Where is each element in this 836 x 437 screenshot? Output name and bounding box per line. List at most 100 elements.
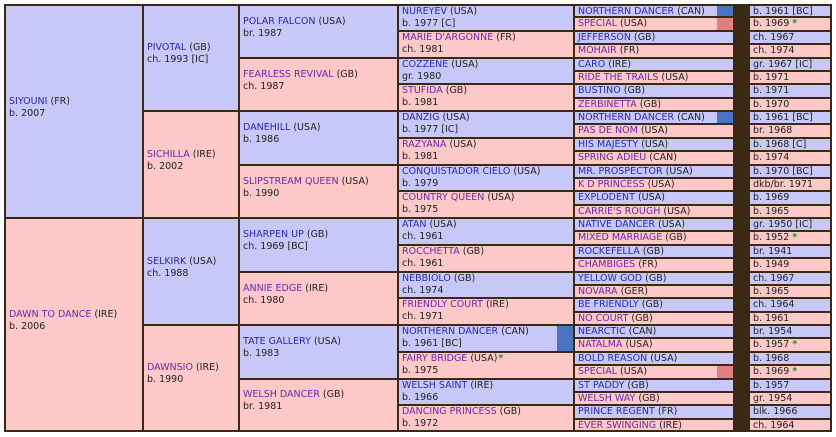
- horse-name-link[interactable]: ROCKEFELLA: [578, 246, 640, 257]
- horse-name-link[interactable]: NEARCTIC: [578, 326, 626, 337]
- horse-name-link[interactable]: TATE GALLERY: [243, 336, 311, 347]
- horse-country: (USA): [429, 219, 457, 230]
- horse-name-link[interactable]: WELSH SAINT: [402, 380, 468, 391]
- horse-name-link[interactable]: CHAMBIGES: [578, 259, 636, 270]
- pedigree-cell-gen3: POLAR FALCON (USA) br. 1987: [240, 6, 397, 57]
- pedigree-table: SIYOUNI (FR) b. 2007 DAWN TO DANCE (IRE) b.…: [4, 4, 832, 432]
- star-icon: *: [792, 339, 798, 350]
- horse-name-link[interactable]: SLIPSTREAM QUEEN: [243, 175, 339, 187]
- horse-name-link[interactable]: DAWN TO DANCE: [9, 308, 92, 320]
- pedigree-cell-gen5-info: b. 1957: [750, 380, 830, 391]
- horse-name-link[interactable]: WELSH DANCER: [243, 389, 320, 400]
- horse-name-link[interactable]: DANEHILL: [243, 122, 291, 133]
- horse-name-link[interactable]: ROCCHETTA: [402, 246, 460, 257]
- pedigree-cell-gen5: SPECIAL (USA): [575, 366, 733, 378]
- pedigree-cell-gen5-info: ch. 1974: [750, 45, 830, 57]
- horse-name-link[interactable]: CARRIE'S ROUGH: [578, 206, 661, 217]
- pedigree-cell-gen5-info: gr. 1954: [750, 393, 830, 404]
- horse-name-link[interactable]: NATALMA: [578, 339, 623, 350]
- horse-name-link[interactable]: BE FRIENDLY: [578, 299, 639, 310]
- horse-info: b. 1969: [753, 366, 790, 377]
- pedigree-cell-gen5: ST PADDY (GB): [575, 380, 733, 391]
- horse-name-link[interactable]: PAS DE NOM: [578, 125, 638, 136]
- horse-name-link[interactable]: NUREYEV: [402, 6, 447, 17]
- horse-name-link[interactable]: YELLOW GOD: [578, 273, 643, 284]
- horse-name-link[interactable]: K D PRINCESS: [578, 179, 645, 190]
- horse-name-link[interactable]: ZERBINETTA: [578, 99, 637, 110]
- horse-name-link[interactable]: MOHAIR: [578, 45, 617, 56]
- horse-name-link[interactable]: FAIRY BRIDGE: [402, 353, 468, 364]
- pedigree-cell-gen5-info: dkb/br. 1971: [750, 179, 830, 190]
- horse-name-link[interactable]: MIXED MARRIAGE: [578, 232, 663, 243]
- horse-name-link[interactable]: HIS MAJESTY: [578, 139, 639, 150]
- horse-name-link[interactable]: COUNTRY QUEEN: [402, 192, 485, 203]
- horse-country: (USA): [661, 72, 689, 83]
- horse-name-link[interactable]: NOVARA: [578, 286, 618, 297]
- horse-name-link[interactable]: SPRING ADIEU: [578, 152, 647, 163]
- horse-name-link[interactable]: CONQUISTADOR CIELO: [402, 166, 511, 177]
- horse-name-link[interactable]: PRINCE REGENT: [578, 406, 655, 417]
- horse-name-link[interactable]: BOLD REASON: [578, 353, 648, 364]
- pedigree-cell-gen5: NEARCTIC (CAN): [575, 326, 733, 337]
- horse-name-link[interactable]: FEARLESS REVIVAL: [243, 68, 334, 80]
- horse-name-link[interactable]: SPECIAL: [578, 366, 617, 377]
- horse-name-link[interactable]: BUSTINO: [578, 85, 621, 96]
- horse-name-link[interactable]: MARIE D'ARGONNE: [402, 32, 494, 43]
- horse-country: (GB): [633, 32, 656, 43]
- pedigree-cell-gen5: NORTHERN DANCER (CAN): [575, 112, 733, 123]
- horse-name-link[interactable]: NORTHERN DANCER: [578, 112, 675, 123]
- horse-name-link[interactable]: MR. PROSPECTOR: [578, 166, 663, 177]
- horse-name-link[interactable]: NATIVE DANCER: [578, 219, 655, 230]
- pedigree-cell-gen5-info: b. 1971: [750, 72, 830, 83]
- horse-name-link[interactable]: ST PADDY: [578, 380, 625, 391]
- horse-country: (GB): [631, 313, 653, 324]
- pedigree-cell-gen4: NUREYEV (USA) b. 1977 [C]: [399, 6, 573, 30]
- horse-info: b. 2007: [9, 107, 46, 119]
- horse-name-link[interactable]: DAWNSIO: [147, 362, 193, 373]
- horse-name-link[interactable]: EVER SWINGING: [578, 420, 657, 430]
- pedigree-cell-gen5-info: ch. 1964: [750, 420, 830, 430]
- horse-country: (IRE): [192, 148, 216, 160]
- horse-info: blk. 1966: [753, 406, 798, 417]
- horse-name-link[interactable]: SIYOUNI: [9, 95, 48, 107]
- horse-name-link[interactable]: NO COURT: [578, 313, 629, 324]
- horse-name-link[interactable]: DANZIG: [402, 112, 440, 123]
- horse-name-link[interactable]: SELKIRK: [147, 255, 187, 267]
- horse-country: (USA): [663, 206, 691, 217]
- horse-name-link[interactable]: FRIENDLY COURT: [402, 299, 483, 310]
- horse-country: (IRE): [305, 282, 329, 294]
- horse-name-link[interactable]: SPECIAL: [578, 18, 617, 29]
- horse-country: (GB): [665, 232, 687, 243]
- horse-country: (USA): [620, 18, 648, 29]
- horse-name-link[interactable]: NORTHERN DANCER: [578, 6, 675, 16]
- horse-name-link[interactable]: RIDE THE TRAILS: [578, 72, 659, 83]
- horse-name-link[interactable]: NEBBIOLO: [402, 273, 451, 284]
- horse-name-link[interactable]: RAZYANA: [402, 139, 447, 150]
- pedigree-cell-gen4: CONQUISTADOR CIELO (USA) b. 1979: [399, 166, 573, 190]
- horse-country: (FR): [619, 45, 640, 56]
- pedigree-cell-gen2: SICHILLA (IRE) b. 2002: [144, 112, 238, 217]
- horse-info: b. 1970: [753, 99, 790, 110]
- horse-name-link[interactable]: ANNIE EDGE: [243, 282, 303, 294]
- horse-name-link[interactable]: DANCING PRINCESS: [402, 406, 497, 417]
- horse-info: ch. 1987: [243, 80, 285, 92]
- horse-info: br. 1987: [243, 27, 283, 39]
- horse-name-link[interactable]: SHARPEN UP: [243, 229, 304, 240]
- horse-name-link[interactable]: POLAR FALCON: [243, 15, 316, 27]
- horse-name-link[interactable]: WELSH WAY: [578, 393, 636, 404]
- horse-name-link[interactable]: PIVOTAL: [147, 42, 187, 53]
- horse-name-link[interactable]: STUFIDA: [402, 85, 443, 96]
- horse-name-link[interactable]: CARO: [578, 59, 606, 70]
- horse-name-link[interactable]: EXPLODENT: [578, 192, 635, 203]
- pedigree-cell-gen5: CARRIE'S ROUGH (USA): [575, 206, 733, 217]
- pedigree-cell-gen5-info: b. 1969 *: [750, 18, 830, 30]
- horse-name-link[interactable]: ATAN: [402, 219, 427, 230]
- horse-info: b. 1952: [753, 232, 790, 243]
- horse-country: (GB): [445, 85, 468, 96]
- horse-info: b. 1975: [402, 365, 439, 376]
- horse-name-link[interactable]: JEFFERSON: [578, 32, 631, 43]
- horse-name-link[interactable]: NORTHERN DANCER: [402, 326, 499, 337]
- horse-name-link[interactable]: SICHILLA: [147, 148, 190, 160]
- horse-name-link[interactable]: COZZENE: [402, 59, 449, 70]
- pedigree-cell-gen5-info: b. 1952 *: [750, 232, 830, 244]
